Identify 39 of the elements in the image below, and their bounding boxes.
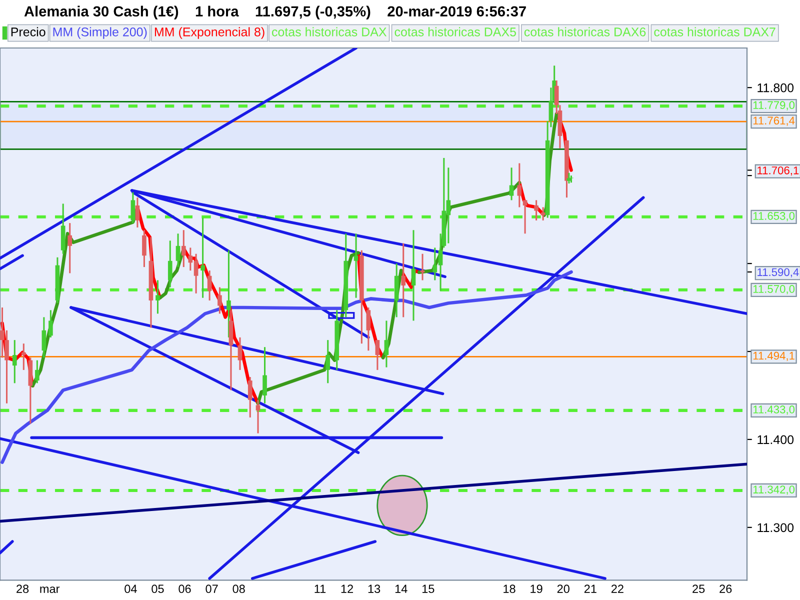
x-tick-label: 06 xyxy=(178,584,191,594)
text: MM (Simple 200) xyxy=(53,27,147,39)
y-tick-label: 11.590,4 xyxy=(758,268,799,278)
x-tick-label: 25 xyxy=(692,584,705,594)
x-tick-label: 14 xyxy=(395,584,408,593)
x-tick-label: 04 xyxy=(124,584,137,594)
ref-line-label: 11.761,4 xyxy=(753,116,795,126)
y-tick-label: 11.800 xyxy=(758,83,794,92)
x-tick-label: 19 xyxy=(530,584,542,594)
x-tick-label: 12 xyxy=(341,584,353,593)
x-tick-label: 21 xyxy=(584,584,596,593)
y-tick-label: 11.300 xyxy=(758,523,794,532)
x-tick-label: mar xyxy=(40,586,60,594)
x-tick-label: 20 xyxy=(557,584,570,594)
ref-line-label: 11.570,0 xyxy=(753,285,795,294)
y-tick-label: 11.706,1 xyxy=(758,166,799,176)
x-tick-label: 18 xyxy=(504,584,516,594)
ref-line-label: 11.433,0 xyxy=(753,406,795,415)
chart-title: Alemania 30 Cash (1€) 1 hora 11.697,5 (-0,35%) 20-mar-2019 6:56:37 xyxy=(24,6,526,20)
text: cotas historicas DAX xyxy=(272,27,387,36)
x-tick-label: 11 xyxy=(314,584,326,593)
ref-line-label: 11.653,0 xyxy=(753,212,795,222)
text: MM (Exponencial 8) xyxy=(154,27,264,39)
text: cotas historicas DAX7 xyxy=(654,27,776,36)
legend-label: Precio xyxy=(11,27,46,36)
ref-line-label: 11.342,0 xyxy=(753,486,795,495)
text: cotas historicas DAX5 xyxy=(394,27,516,36)
x-tick-label: 07 xyxy=(206,584,218,594)
x-tick-label: 22 xyxy=(611,584,624,593)
text: cotas historicas DAX6 xyxy=(524,27,646,36)
x-tick-label: 28 xyxy=(16,584,29,594)
ref-line-label: 11.494,1 xyxy=(753,352,794,361)
x-tick-label: 05 xyxy=(152,584,164,594)
x-tick-label: 26 xyxy=(720,584,732,594)
x-tick-label: 13 xyxy=(368,584,380,594)
x-tick-label: 08 xyxy=(232,584,245,594)
ref-line-label: 11.779,0 xyxy=(753,101,795,110)
y-tick-label: 11.400 xyxy=(758,435,794,444)
x-tick-label: 15 xyxy=(422,584,434,594)
